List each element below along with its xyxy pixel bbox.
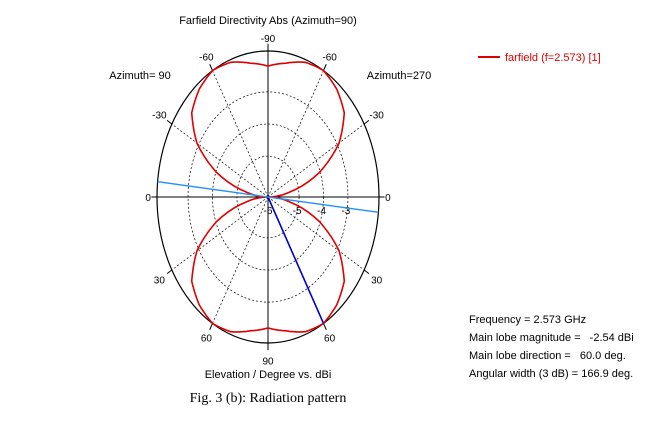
series-layer bbox=[157, 61, 379, 333]
info-frequency-label: Frequency = bbox=[469, 314, 531, 326]
angle-tick-7: 30 bbox=[154, 275, 166, 286]
radial-tick-3: -3 bbox=[341, 206, 350, 217]
info-frequency: Frequency = 2.573 GHz bbox=[469, 313, 586, 327]
azimuth-left-label: Azimuth= 90 bbox=[109, 70, 170, 82]
outer-tick-210 bbox=[166, 269, 173, 275]
angle-tick-11: 90 bbox=[262, 357, 274, 368]
angle-tick-8: 30 bbox=[371, 275, 383, 286]
azimuth-right-label: Azimuth=270 bbox=[367, 70, 432, 82]
info-direction-value: 60.0 deg. bbox=[579, 350, 626, 362]
chart-title: Farfield Directivity Abs (Azimuth=90) bbox=[179, 15, 357, 27]
x-axis-label: Elevation / Degree vs. dBi bbox=[205, 369, 332, 381]
angle-tick-5: 0 bbox=[145, 193, 151, 204]
legend-label: farfield (f=2.573) [1] bbox=[505, 52, 601, 64]
info-main-lobe-direction: Main lobe direction = 60.0 deg. bbox=[469, 349, 626, 363]
angle-tick-4: -30 bbox=[369, 111, 384, 122]
outer-tick-150 bbox=[166, 119, 173, 125]
grid-spoke-120 bbox=[212, 70, 269, 198]
main-lobe-line bbox=[267, 196, 325, 324]
grid-spoke-330 bbox=[267, 196, 365, 271]
radial-tick-labels: -6 -5 -4 -3 bbox=[264, 206, 351, 217]
figure-caption: Fig. 3 (b): Radiation pattern bbox=[190, 391, 347, 406]
radial-tick-2: -4 bbox=[317, 206, 326, 217]
grid-spoke-30 bbox=[267, 123, 365, 198]
outer-tick-300 bbox=[323, 323, 327, 330]
info-magnitude-value: -2.54 dBi bbox=[589, 332, 634, 344]
grid-spoke-240 bbox=[212, 196, 269, 324]
info-direction-label: Main lobe direction = bbox=[469, 350, 571, 362]
grid-spoke-150 bbox=[171, 123, 269, 198]
angle-tick-6: 0 bbox=[385, 193, 391, 204]
outer-tick-60 bbox=[323, 64, 327, 71]
info-frequency-value: 2.573 GHz bbox=[533, 314, 587, 326]
radial-tick-1: -5 bbox=[293, 206, 302, 217]
angle-tick-9: 60 bbox=[201, 333, 213, 344]
angle-tick-labels: -90 -60 -60 -30 -30 0 0 30 30 60 60 90 bbox=[145, 34, 391, 368]
angle-tick-10: 60 bbox=[324, 333, 336, 344]
grid-spoke-60 bbox=[267, 70, 324, 198]
beamwidth-line bbox=[157, 181, 379, 213]
angle-tick-2: -60 bbox=[322, 53, 337, 64]
outer-tick-240 bbox=[209, 323, 213, 330]
info-width-label: Angular width (3 dB) = bbox=[469, 368, 579, 380]
info-main-lobe-magnitude: Main lobe magnitude = -2.54 dBi bbox=[469, 331, 634, 345]
outer-tick-120 bbox=[209, 64, 213, 71]
info-magnitude-label: Main lobe magnitude = bbox=[469, 332, 581, 344]
angle-tick-3: -30 bbox=[152, 111, 167, 122]
outer-tick-330 bbox=[363, 269, 370, 275]
outer-tick-30 bbox=[363, 119, 370, 125]
angle-tick-0: -90 bbox=[261, 34, 276, 45]
grid-spoke-210 bbox=[171, 196, 269, 271]
radial-tick-0: -6 bbox=[264, 206, 273, 217]
info-angular-width: Angular width (3 dB) = 166.9 deg. bbox=[469, 367, 633, 381]
legend: farfield (f=2.573) [1] bbox=[478, 52, 601, 64]
info-width-value: 166.9 deg. bbox=[581, 368, 634, 380]
angle-tick-1: -60 bbox=[199, 53, 214, 64]
